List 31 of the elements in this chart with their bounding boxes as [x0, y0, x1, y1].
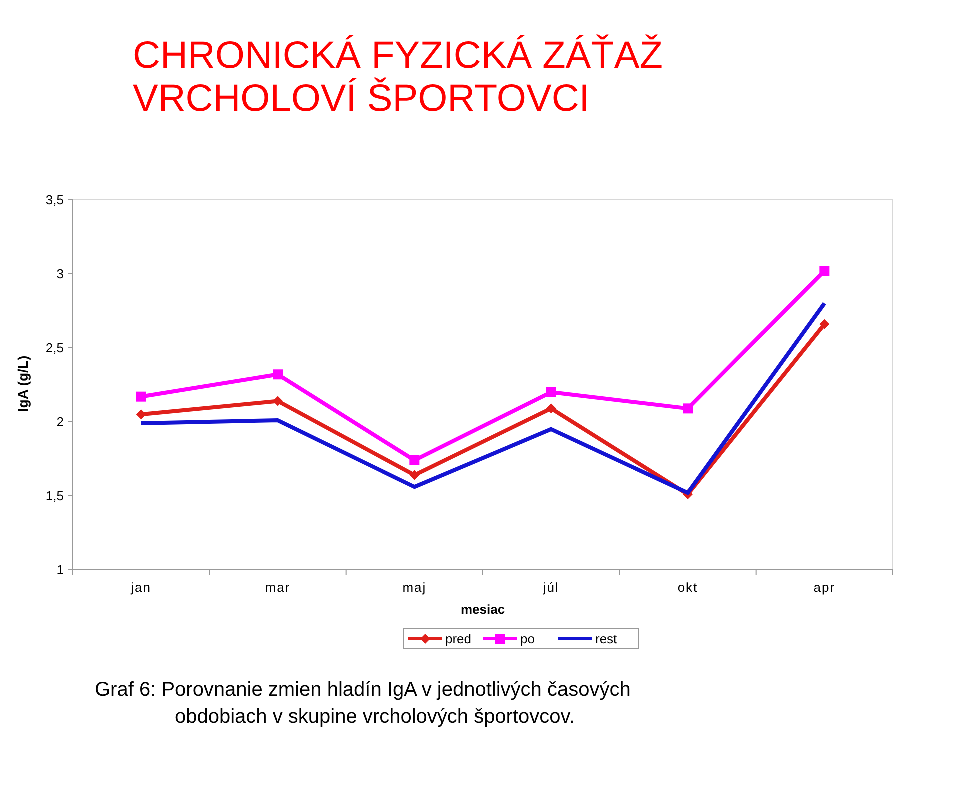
- x-tick-label: okt: [678, 580, 698, 595]
- x-tick-label: mar: [265, 580, 291, 595]
- point: [410, 470, 420, 480]
- point: [136, 410, 146, 420]
- point: [273, 370, 283, 380]
- legend-label: pred: [446, 632, 472, 647]
- point: [820, 319, 830, 330]
- legend-label: po: [520, 632, 535, 647]
- y-axis-title: IgA (g/L): [15, 356, 31, 412]
- x-tick-label: apr: [814, 580, 836, 595]
- x-axis-title: mesiac: [460, 602, 506, 617]
- y-tick-label: 2: [56, 414, 64, 430]
- point: [273, 396, 283, 406]
- text: Graf 6: Porovnanie zmien hladín IgA v jednotlivých časových: [95, 679, 631, 701]
- y-tick-label: 3: [56, 266, 64, 282]
- chart-title: CHRONICKÁ FYZICKÁ ZÁŤAŽ VRCHOLOVÍ ŠPORTOVCI: [133, 34, 663, 120]
- y-tick-label: 2,5: [46, 340, 64, 356]
- y-tick-label: 1,5: [46, 488, 64, 504]
- point: [546, 387, 556, 398]
- legend-label: rest: [596, 632, 618, 647]
- point: [410, 455, 420, 466]
- y-tick-label: 3,5: [46, 192, 64, 208]
- point: [820, 266, 830, 276]
- point: [683, 404, 693, 414]
- x-tick-label: júl: [542, 580, 560, 595]
- point: [546, 404, 556, 414]
- y-tick-label: 1: [56, 562, 64, 578]
- x-tick-label: jan: [130, 580, 152, 595]
- text: obdobiach v skupine vrcholových športovcov.: [175, 706, 575, 728]
- x-tick-label: maj: [402, 580, 427, 595]
- point: [136, 392, 146, 402]
